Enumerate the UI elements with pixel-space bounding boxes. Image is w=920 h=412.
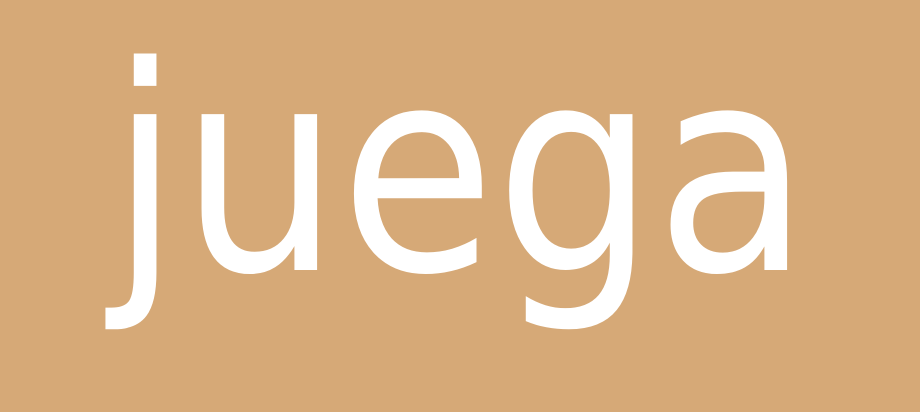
juega-word: juega bbox=[102, 6, 810, 338]
